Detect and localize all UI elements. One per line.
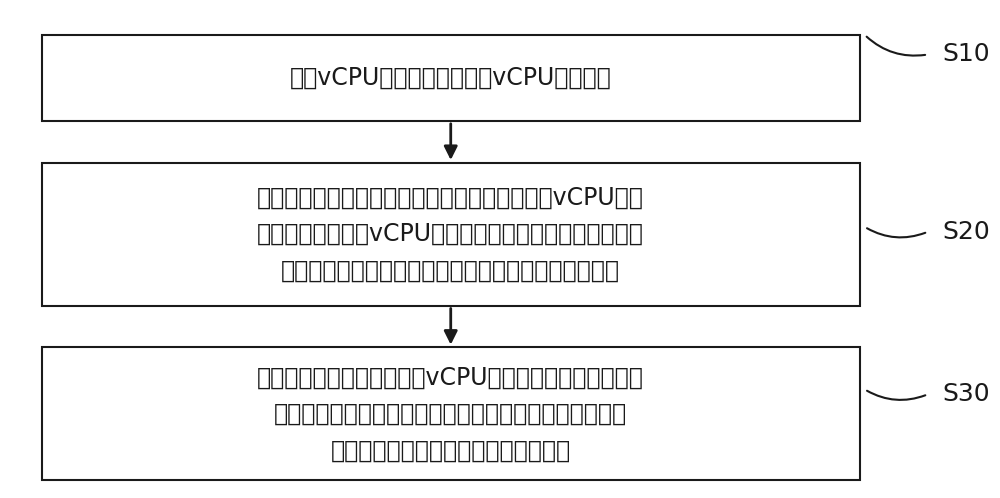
Text: 在删除虚拟机时，根据所述vCPU统计模型获取所述绑核虚
拟机或所述非绑核虚拟机所属宿主机上的虚拟机资源占用
量，将所述虚拟机资源占用量进行释放: 在删除虚拟机时，根据所述vCPU统计模型获取所述绑核虚 拟机或所述非绑核虚拟机所… bbox=[257, 366, 644, 462]
FancyBboxPatch shape bbox=[42, 35, 860, 121]
Text: S30: S30 bbox=[943, 382, 990, 406]
Text: S20: S20 bbox=[943, 220, 990, 244]
Text: 构建vCPU浮动组集合模型和vCPU统计模型: 构建vCPU浮动组集合模型和vCPU统计模型 bbox=[290, 66, 612, 90]
FancyBboxPatch shape bbox=[42, 348, 860, 481]
FancyBboxPatch shape bbox=[42, 163, 860, 306]
Text: S10: S10 bbox=[943, 42, 990, 67]
Text: 在部署绑核虚拟机或非绑核虚拟机时，根据所述vCPU浮动
组集合模型和所述vCPU统计模型确定目标宿主机，利用所
述目标宿主机部署所述绑核虚拟机或所述非绑核虚拟机: 在部署绑核虚拟机或非绑核虚拟机时，根据所述vCPU浮动 组集合模型和所述vCPU… bbox=[257, 186, 644, 282]
